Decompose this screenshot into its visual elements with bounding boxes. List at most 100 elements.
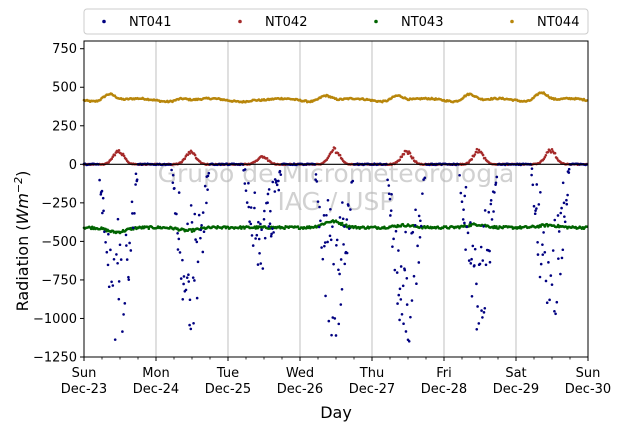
data-point-nt043 [239,225,242,228]
data-point-nt041 [412,274,416,278]
data-point-nt041 [544,279,548,283]
data-point-nt041 [335,243,338,247]
data-point-nt041 [189,327,193,331]
data-point-nt041 [329,207,332,211]
y-tick-label: 0 [69,158,77,173]
data-point-nt041 [559,211,563,215]
data-point-nt041 [256,263,260,266]
data-point-nt041 [389,209,393,212]
data-point-nt041 [243,182,247,185]
series-points [82,91,589,343]
data-point-nt041 [327,319,331,323]
data-point-nt041 [397,249,400,252]
y-tick-label: −250 [41,196,77,211]
data-point-nt041 [335,238,339,242]
data-point-nt041 [191,276,195,279]
data-point-nt041 [253,191,257,194]
data-point-nt041 [402,322,405,325]
data-point-nt041 [489,199,493,202]
data-point-nt041 [411,230,415,234]
data-point-nt041 [125,244,128,247]
data-point-nt041 [175,212,178,216]
x-axis-title: Day [320,403,352,422]
data-point-nt041 [178,251,182,254]
y-axis-title: Radiation (Wm−2) [12,171,32,312]
data-point-nt041 [192,321,195,325]
legend-label-nt042: NT042 [265,15,307,30]
x-axis: SunDec-23MonDec-24TueDec-25WedDec-26ThuD… [61,357,611,397]
data-point-nt041 [277,179,280,183]
data-point-nt042 [411,156,415,160]
data-point-nt041 [332,262,335,266]
data-point-nt041 [113,338,117,341]
data-point-nt041 [343,225,346,228]
data-point-nt041 [250,234,254,237]
data-point-nt042 [474,150,478,154]
data-point-nt041 [470,294,474,298]
data-point-nt041 [481,259,485,262]
data-point-nt041 [477,322,481,325]
data-point-nt041 [394,229,398,233]
data-point-nt041 [261,267,265,270]
data-point-nt041 [413,224,417,227]
data-point-nt041 [492,210,495,213]
data-point-nt041 [248,220,251,223]
data-point-nt041 [469,262,473,265]
data-point-nt042 [333,147,337,150]
data-point-nt041 [549,274,553,277]
data-point-nt041 [331,316,335,319]
data-point-nt041 [469,221,472,224]
data-point-nt041 [270,232,273,236]
data-point-nt041 [555,300,559,304]
x-gridlines [155,41,517,357]
data-point-nt041 [253,206,256,210]
data-point-nt042 [193,153,197,157]
data-point-nt041 [123,302,127,305]
data-point-nt041 [323,244,326,248]
data-point-nt042 [265,157,269,160]
data-point-nt041 [259,262,263,265]
watermark: Grupo de Micrometeorologia IAG / USP [158,159,515,216]
data-point-nt041 [405,277,409,280]
data-point-nt041 [275,179,278,183]
data-point-nt041 [548,298,551,302]
data-point-nt041 [340,287,344,291]
data-point-nt041 [334,334,338,337]
data-point-nt041 [249,206,253,209]
data-point-nt041 [330,333,333,337]
data-point-nt042 [408,151,412,155]
data-point-nt041 [566,193,569,197]
data-point-nt042 [113,153,117,157]
data-point-nt041 [249,222,253,226]
data-point-nt041 [551,249,555,252]
data-point-nt041 [484,263,488,267]
data-point-nt041 [416,244,419,248]
data-point-nt041 [179,277,183,280]
data-point-nt041 [338,216,342,219]
data-point-nt041 [560,206,563,210]
data-point-nt042 [481,153,485,157]
data-point-nt041 [494,181,498,185]
data-point-nt041 [273,190,277,193]
data-point-nt042 [183,157,187,161]
data-point-nt041 [347,204,350,207]
y-tick-label: 250 [52,119,77,134]
data-point-nt041 [490,218,494,221]
x-tick-label-date: Dec-27 [349,382,395,397]
data-point-nt043 [543,225,547,228]
data-point-nt041 [388,197,392,201]
data-point-nt041 [134,172,138,176]
legend-marker-nt044 [510,19,514,24]
data-point-nt041 [463,221,466,225]
x-tick-label-day: Wed [286,366,314,381]
data-point-nt041 [563,220,567,224]
data-point-nt043 [147,227,151,231]
data-point-nt041 [257,220,260,224]
data-point-nt041 [476,305,479,308]
data-point-nt041 [545,301,549,305]
data-point-nt041 [331,225,334,228]
data-point-nt041 [554,312,557,316]
data-point-nt041 [557,230,561,233]
y-axis-title-unit: Wm [13,193,32,224]
